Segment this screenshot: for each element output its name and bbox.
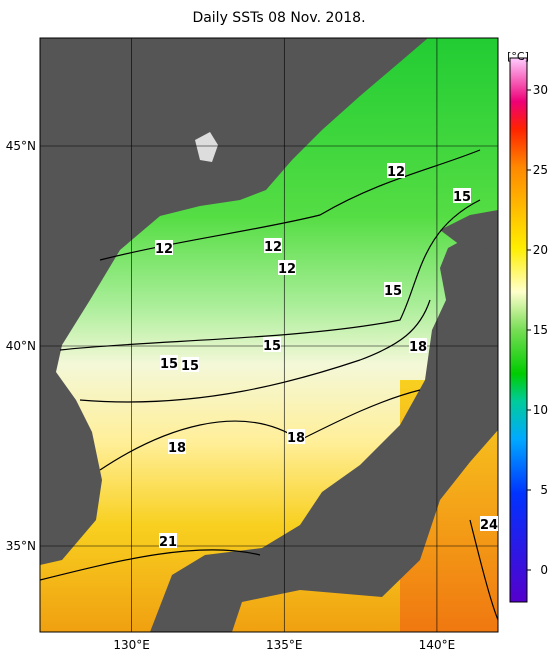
contour-label: 15 [181,359,199,374]
contour-label-bg [409,338,427,353]
colorbar-tick-label: 15 [533,323,548,337]
contour-label-bg [264,238,282,253]
contour-label-bg [168,439,186,454]
colorbar [509,57,528,603]
contour-label: 15 [384,284,402,299]
lat-label: 45°N [6,139,36,153]
contour-label: 15 [453,190,471,205]
contour-label: 12 [387,165,405,180]
contour-label: 18 [409,340,427,355]
colorbar-unit: [°C] [507,50,529,63]
contour-label: 21 [159,535,177,550]
contour-label-bg [387,163,405,178]
contour-label-bg [453,188,471,203]
japan [150,236,498,632]
contour-label-bg [384,282,402,297]
lon-label: 140°E [419,638,456,652]
colorbar-tick-label: 25 [533,163,548,177]
contour-label-bg [159,533,177,548]
contour-label: 15 [263,339,281,354]
hokkaido [440,210,498,250]
map-frame [39,37,499,633]
colorbar-tick-label: 0 [540,563,548,577]
contour-label-bg [160,355,178,370]
contour-label-bg [263,337,281,352]
contour-label-bg [181,357,199,372]
colorbar-tick-label: 10 [533,403,548,417]
contour-label: 18 [287,431,305,446]
continent [40,38,428,565]
contour-label-bg [287,429,305,444]
lon-label: 135°E [266,638,303,652]
contour-label-bg [155,240,173,255]
colorbar-tick-label: 5 [540,483,548,497]
lon-label: 130°E [113,638,150,652]
lat-label: 35°N [6,539,36,553]
title: Daily SSTs 08 Nov. 2018. [192,10,365,26]
colorbar-tick-label: 20 [533,243,548,257]
island [195,132,218,162]
lat-label: 40°N [6,339,36,353]
contour-label: 12 [264,240,282,255]
contour-label: 15 [160,357,178,372]
contour-label-bg [278,260,296,275]
colorbar-tick-label: 30 [533,83,548,97]
contour-label-bg [480,516,498,531]
contour-label: 24 [480,518,498,533]
contour-label: 18 [168,441,186,456]
contour-label: 12 [155,242,173,257]
map [40,38,498,632]
contour-label: 12 [278,262,296,277]
